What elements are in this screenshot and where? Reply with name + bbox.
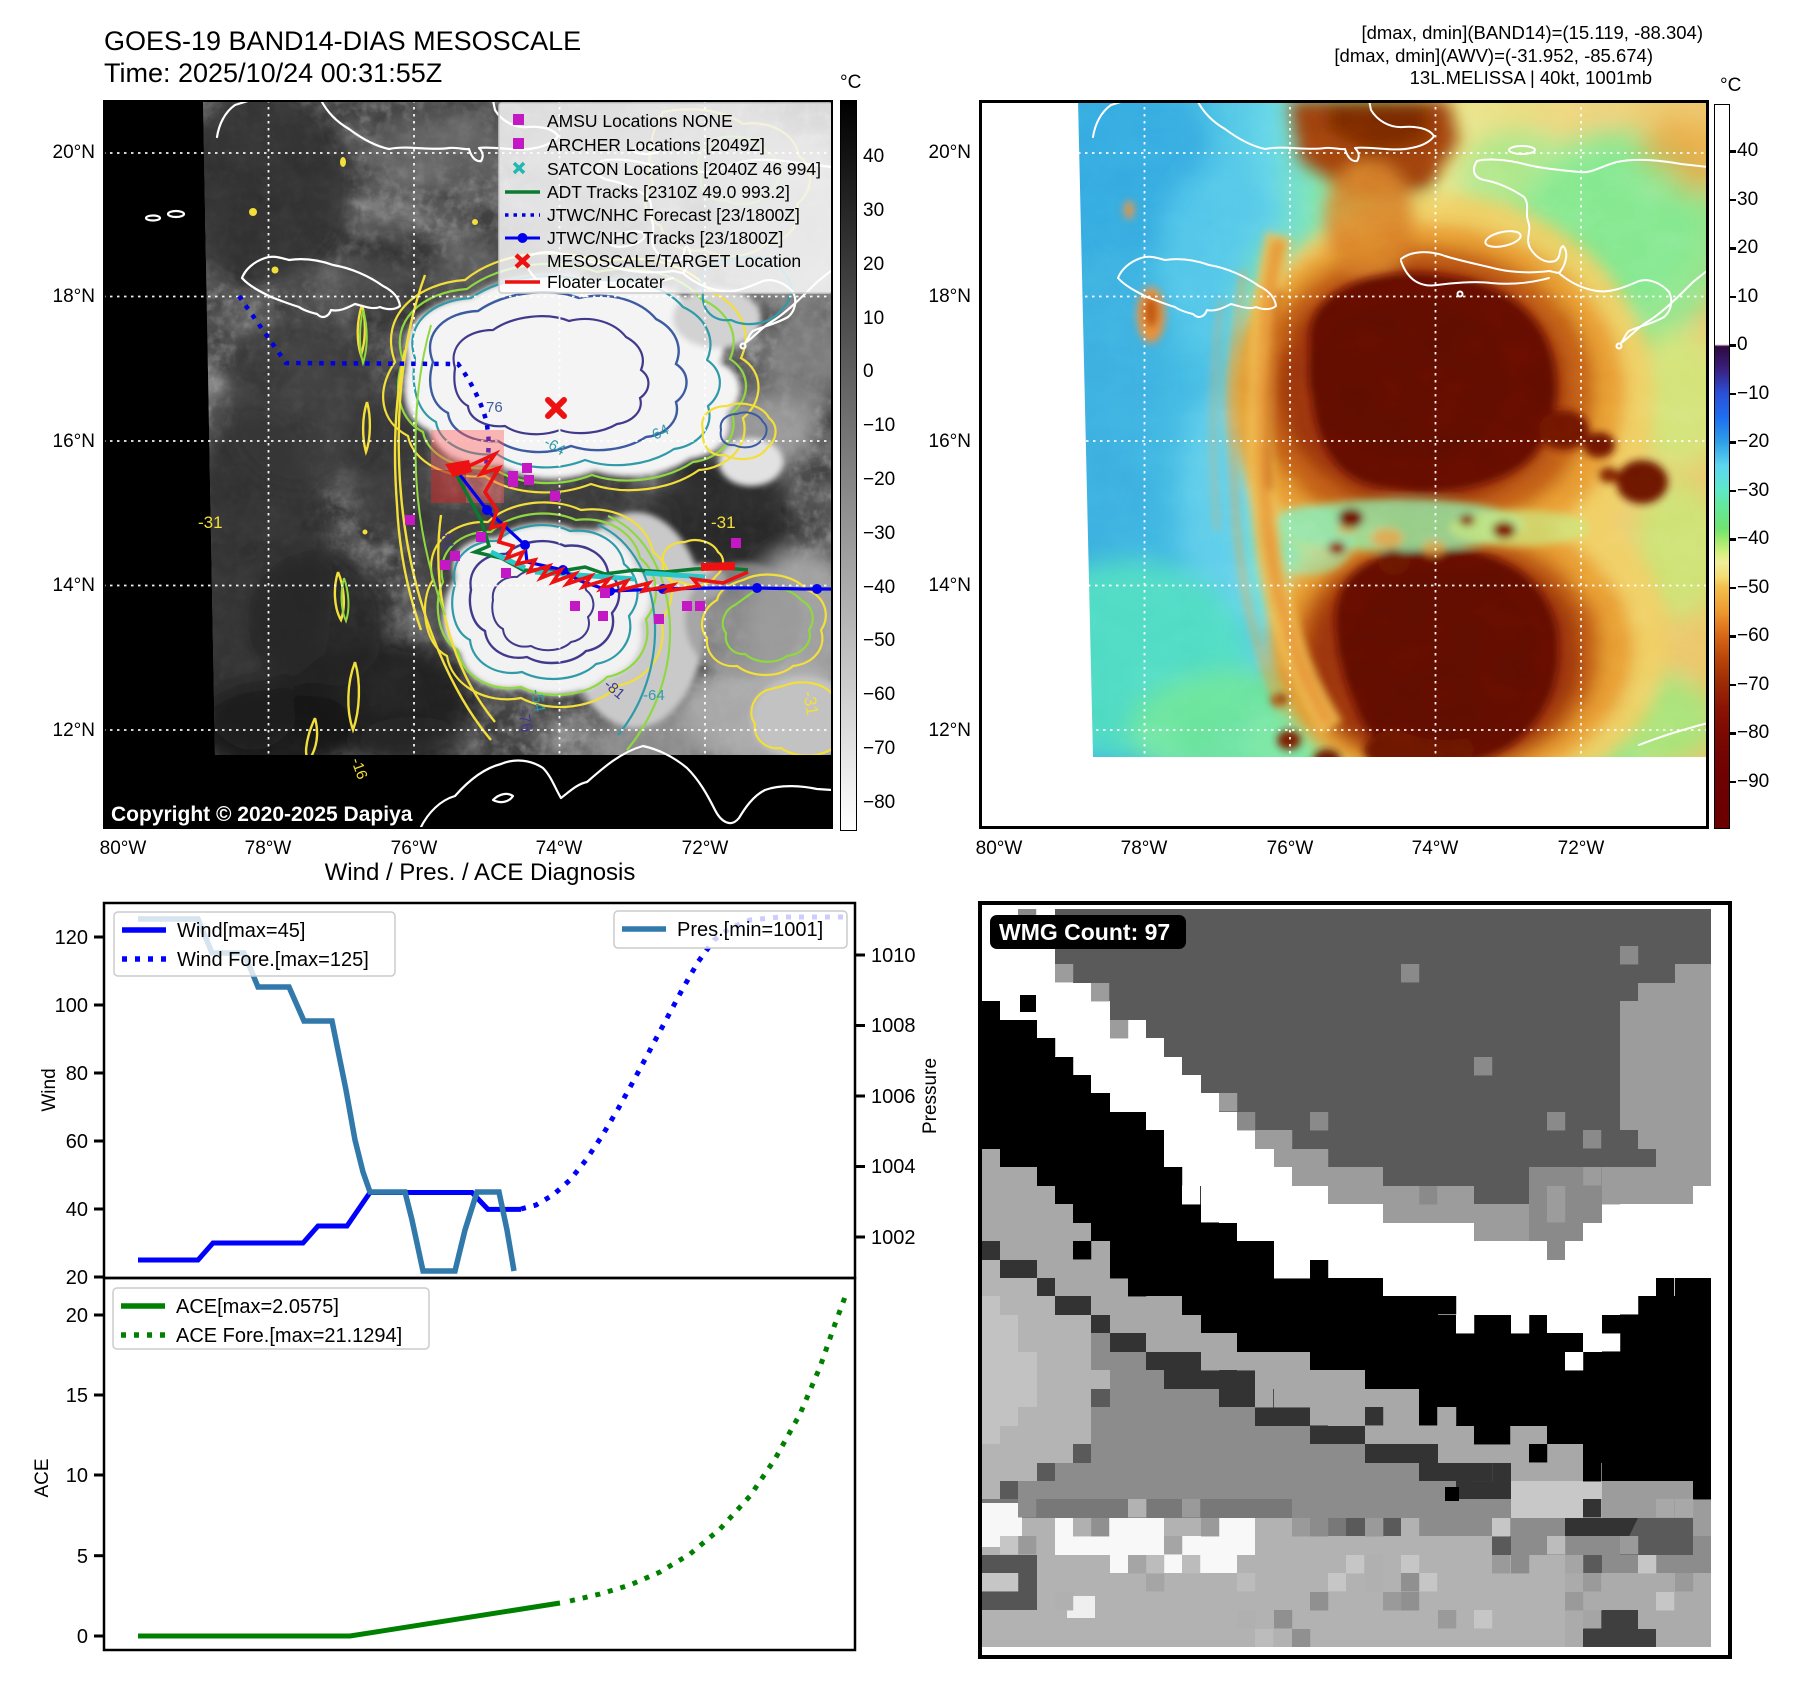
svg-text:JTWC/NHC Forecast [23/1800Z]: JTWC/NHC Forecast [23/1800Z] bbox=[547, 205, 800, 225]
svg-text:Wind: Wind bbox=[39, 1068, 60, 1111]
svg-text:0: 0 bbox=[77, 1626, 88, 1648]
svg-text:ACE Fore.[max=21.1294]: ACE Fore.[max=21.1294] bbox=[176, 1325, 402, 1347]
svg-text:Pressure: Pressure bbox=[920, 1058, 941, 1134]
svg-text:-31: -31 bbox=[198, 513, 223, 532]
svg-text:SATCON Locations [2040Z 46 994: SATCON Locations [2040Z 46 994] bbox=[547, 159, 821, 179]
svg-text:60: 60 bbox=[66, 1131, 88, 1153]
svg-text:5: 5 bbox=[77, 1546, 88, 1568]
svg-text:80: 80 bbox=[66, 1063, 88, 1085]
svg-text:20: 20 bbox=[66, 1305, 88, 1327]
svg-text:-31: -31 bbox=[711, 513, 736, 532]
svg-text:Copyright © 2020-2025 Dapiya: Copyright © 2020-2025 Dapiya bbox=[111, 803, 413, 826]
svg-text:AMSU Locations NONE: AMSU Locations NONE bbox=[547, 111, 733, 131]
svg-text:1002: 1002 bbox=[871, 1227, 916, 1249]
svg-text:40: 40 bbox=[66, 1199, 88, 1221]
svg-text:ARCHER Locations [2049Z]: ARCHER Locations [2049Z] bbox=[547, 135, 765, 155]
svg-text:76: 76 bbox=[486, 399, 503, 416]
svg-text:1010: 1010 bbox=[871, 945, 916, 967]
svg-text:Pres.[min=1001]: Pres.[min=1001] bbox=[677, 919, 823, 941]
svg-text:10: 10 bbox=[66, 1465, 88, 1487]
svg-text:-76: -76 bbox=[514, 708, 535, 734]
svg-text:WMG Count: 97: WMG Count: 97 bbox=[999, 919, 1170, 945]
svg-text:MESOSCALE/TARGET Location: MESOSCALE/TARGET Location bbox=[547, 251, 801, 271]
svg-text:1004: 1004 bbox=[871, 1156, 916, 1178]
svg-text:-54: -54 bbox=[527, 688, 548, 714]
svg-text:20: 20 bbox=[66, 1267, 88, 1289]
svg-text:JTWC/NHC Tracks [23/1800Z]: JTWC/NHC Tracks [23/1800Z] bbox=[547, 228, 783, 248]
svg-text:-64: -64 bbox=[643, 687, 665, 704]
svg-text:Floater Locater: Floater Locater bbox=[547, 272, 665, 292]
svg-text:1008: 1008 bbox=[871, 1015, 916, 1037]
svg-text:Wind[max=45]: Wind[max=45] bbox=[177, 920, 305, 942]
svg-text:-81: -81 bbox=[435, 527, 457, 552]
svg-text:ACE: ACE bbox=[32, 1458, 53, 1497]
svg-text:ACE[max=2.0575]: ACE[max=2.0575] bbox=[176, 1296, 339, 1318]
svg-text:120: 120 bbox=[55, 927, 88, 949]
svg-text:100: 100 bbox=[55, 995, 88, 1017]
svg-text:Wind Fore.[max=125]: Wind Fore.[max=125] bbox=[177, 949, 369, 971]
svg-text:-31: -31 bbox=[799, 689, 822, 717]
svg-text:64: 64 bbox=[650, 421, 672, 443]
svg-text:-16: -16 bbox=[347, 756, 370, 782]
svg-text:15: 15 bbox=[66, 1385, 88, 1407]
svg-text:ADT Tracks [2310Z 49.0 993.2]: ADT Tracks [2310Z 49.0 993.2] bbox=[547, 182, 790, 202]
svg-text:1006: 1006 bbox=[871, 1086, 916, 1108]
